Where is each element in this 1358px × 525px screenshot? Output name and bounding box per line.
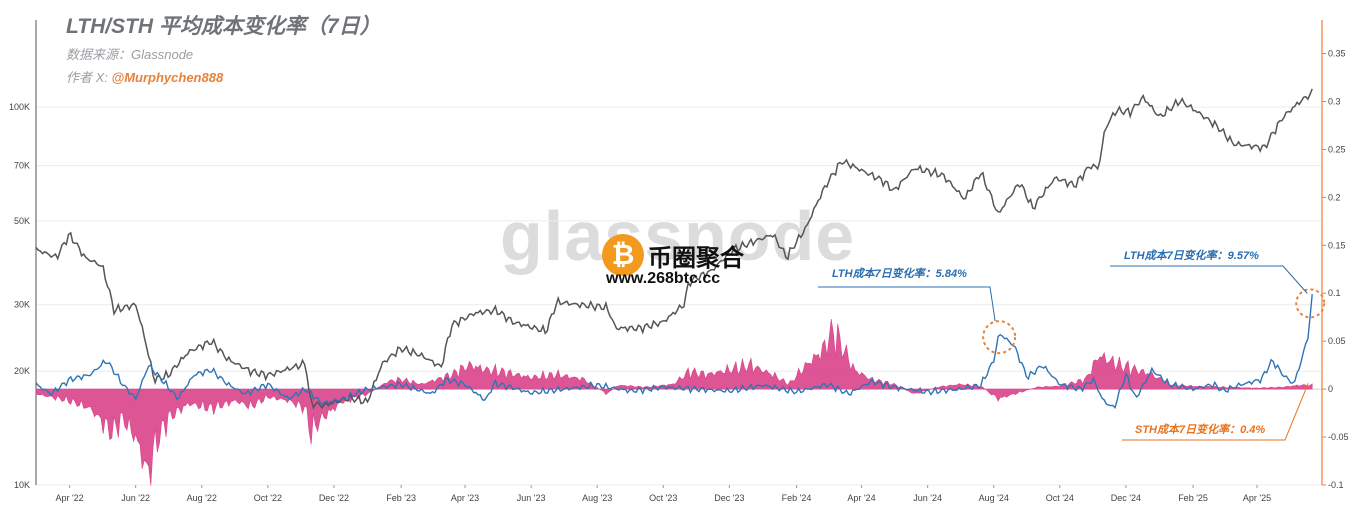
grid-lines bbox=[36, 106, 1322, 486]
right-tick-label: 0.2 bbox=[1328, 192, 1341, 202]
x-tick-label: Oct '23 bbox=[649, 493, 677, 503]
price-line-layer bbox=[35, 88, 1313, 410]
x-tick-label: Dec '24 bbox=[1111, 493, 1141, 503]
highlight-circle-latest bbox=[1295, 288, 1326, 319]
price-series-line bbox=[35, 88, 1313, 410]
right-tick-label: 0 bbox=[1328, 384, 1333, 394]
right-tick-label: 0.1 bbox=[1328, 288, 1341, 298]
axes bbox=[35, 20, 1326, 488]
data-source: 数据来源：Glassnode bbox=[66, 47, 194, 62]
annotation-lth-aug24: LTH成本7日变化率：5.84% bbox=[832, 268, 967, 280]
x-tick-label: Apr '22 bbox=[55, 493, 83, 503]
x-tick-label: Jun '23 bbox=[517, 493, 546, 503]
x-tick-label: Feb '24 bbox=[782, 493, 812, 503]
leader-line-aug24 bbox=[818, 286, 996, 322]
x-tick-label: Dec '22 bbox=[319, 493, 349, 503]
left-tick-label: 70K bbox=[14, 161, 30, 171]
left-tick-label: 20K bbox=[14, 366, 30, 376]
right-tick-label: 0.3 bbox=[1328, 96, 1341, 106]
x-tick-label: Aug '22 bbox=[187, 493, 217, 503]
x-tick-label: Feb '25 bbox=[1178, 493, 1208, 503]
leader-line-lth-latest bbox=[1110, 265, 1308, 294]
lth-line-layer bbox=[35, 294, 1313, 410]
x-tick-label: Oct '24 bbox=[1046, 493, 1074, 503]
x-tick-label: Apr '23 bbox=[451, 493, 479, 503]
lth-series-line bbox=[35, 294, 1313, 410]
sth-series-area bbox=[35, 319, 1313, 486]
left-tick-label: 100K bbox=[9, 102, 30, 112]
x-tick-label: Apr '25 bbox=[1243, 493, 1271, 503]
highlight-circle-aug24 bbox=[982, 320, 1017, 355]
x-tick-label: Dec '23 bbox=[714, 493, 744, 503]
annotation-layer bbox=[818, 265, 1326, 441]
left-tick-label: 50K bbox=[14, 216, 30, 226]
glassnode-watermark: glassnode bbox=[500, 197, 856, 275]
right-tick-label: -0.05 bbox=[1328, 432, 1349, 442]
right-tick-label: 0.15 bbox=[1328, 240, 1346, 250]
annotation-sth-latest: STH成本7日变化率：0.4% bbox=[1135, 424, 1266, 436]
leader-line-sth-latest bbox=[1122, 383, 1309, 441]
tick-label-layer: 10K 20K 30K 50K 70K 100K 0.35 0.3 0.25 0.2 0.15 0.1… bbox=[9, 49, 1349, 503]
author-line: 作者 X: @Murphychen888 bbox=[66, 67, 223, 86]
sth-area-layer bbox=[35, 319, 1313, 486]
x-tick-label: Aug '23 bbox=[582, 493, 612, 503]
right-tick-label: 0.25 bbox=[1328, 144, 1346, 154]
left-tick-label: 10K bbox=[14, 480, 30, 490]
author-prefix: 作者 X: bbox=[66, 70, 108, 85]
author-handle[interactable]: @Murphychen888 bbox=[111, 70, 224, 85]
x-tick-label: Oct '22 bbox=[254, 493, 282, 503]
left-tick-label: 30K bbox=[14, 300, 30, 310]
chart-title: LTH/STH 平均成本变化率（7日） bbox=[66, 15, 381, 38]
x-tick-label: Jun '22 bbox=[121, 493, 150, 503]
annotation-lth-latest: LTH成本7日变化率：9.57% bbox=[1124, 250, 1259, 262]
brand-site: www.268btc.cc bbox=[606, 270, 721, 287]
x-tick-label: Feb '23 bbox=[386, 493, 416, 503]
right-tick-label: 0.05 bbox=[1328, 336, 1346, 346]
x-tick-label: Aug '24 bbox=[979, 493, 1009, 503]
right-tick-label: 0.35 bbox=[1328, 49, 1346, 59]
brand-name: 币圈聚合 bbox=[648, 245, 744, 272]
bitcoin-logo-icon: ₿ bbox=[602, 234, 644, 276]
x-tick-label: Jun '24 bbox=[913, 493, 942, 503]
right-tick-label: -0.1 bbox=[1328, 480, 1344, 490]
x-tick-label: Apr '24 bbox=[847, 493, 875, 503]
